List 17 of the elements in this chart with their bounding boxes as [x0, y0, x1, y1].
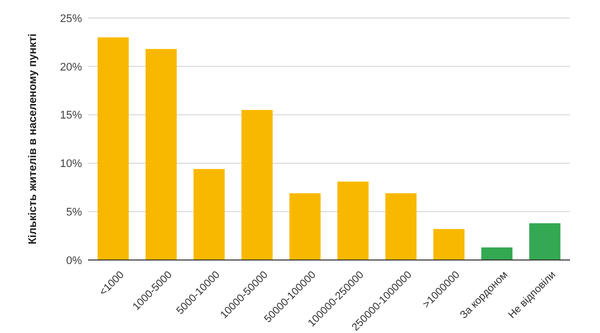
y-tick-label: 20% [60, 61, 82, 74]
bar [194, 169, 225, 260]
bar [146, 48, 177, 260]
bar [98, 37, 129, 260]
bar [385, 193, 417, 260]
y-tick-label: 15% [60, 110, 82, 122]
y-tick-label: 5% [66, 206, 82, 218]
y-tick-label: 0% [66, 254, 82, 267]
bar [481, 247, 512, 260]
y-tick-label: 10% [60, 158, 82, 170]
bar [433, 229, 464, 260]
y-tick-label: 25% [60, 12, 82, 25]
bar [289, 193, 321, 260]
bar [241, 110, 273, 260]
y-axis-title: Кількість жителів в населеному пункті [27, 34, 39, 244]
bar [337, 182, 369, 260]
bar [529, 223, 560, 260]
